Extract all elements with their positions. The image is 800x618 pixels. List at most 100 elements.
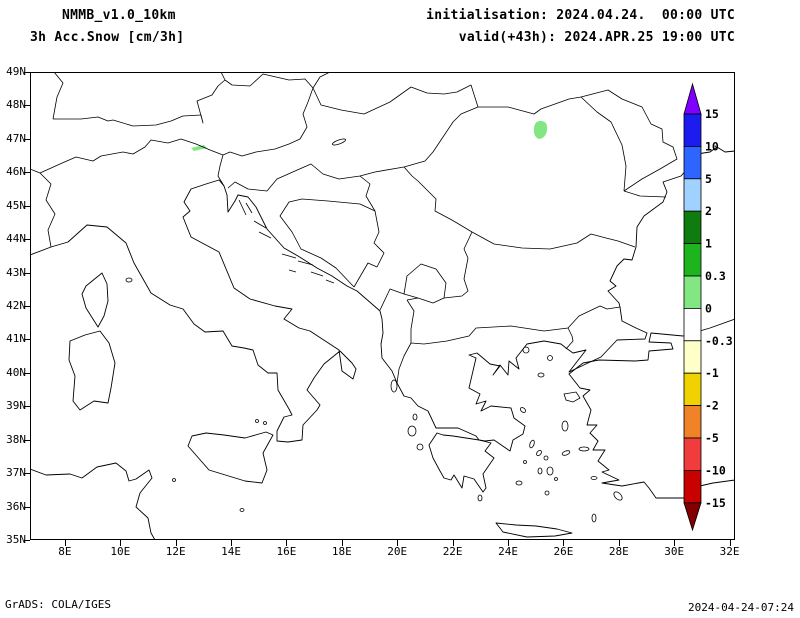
colorbar-label: -2	[705, 399, 719, 413]
colorbar-label: 10	[705, 139, 719, 153]
colorbar-label: 1	[705, 237, 712, 251]
lon-tick	[175, 540, 177, 546]
colorbar-label: 15	[705, 107, 719, 121]
colorbar-label: -0.3	[705, 334, 733, 348]
colorbar-segment	[683, 113, 702, 147]
lat-label: 45N	[6, 198, 26, 212]
border-germany-austria-czech	[53, 72, 331, 127]
colorbar-segment	[683, 372, 702, 407]
lat-label: 38N	[6, 432, 26, 446]
colorbar-segment	[683, 243, 702, 277]
coastline-crete	[495, 522, 573, 538]
lat-label: 49N	[6, 65, 26, 78]
lon-label: 18E	[331, 545, 352, 558]
border-romania-ukraine-moldova	[478, 89, 678, 198]
colorbar-segment	[683, 275, 702, 309]
lon-label: 28E	[608, 545, 629, 558]
colorbar-label: 0	[705, 301, 712, 315]
colorbar-label: -1	[705, 366, 719, 380]
lat-tick	[24, 172, 30, 174]
colorbar-segment	[683, 469, 702, 504]
islands-aegean-ionian	[390, 346, 623, 523]
border-france-italy	[30, 168, 56, 248]
lon-label: 16E	[276, 545, 297, 558]
lon-label: 14E	[221, 545, 241, 558]
lat-tick	[24, 506, 30, 508]
lon-label: 26E	[553, 545, 574, 558]
lon-label: 10E	[110, 545, 131, 558]
lat-label: 46N	[6, 165, 26, 179]
lat-tick	[24, 72, 30, 73]
lat-tick	[24, 205, 30, 207]
valid-time-label: valid(+43h): 2024.APR.25 19:00 UTC	[458, 30, 735, 45]
footer-timestamp: 2024-04-24-07:24	[688, 601, 794, 614]
colorbar-top-arrow	[683, 82, 702, 115]
border-alps	[39, 138, 224, 174]
lat-tick	[24, 473, 30, 475]
colorbar-label: -10	[705, 463, 726, 477]
lat-label: 37N	[6, 466, 26, 480]
lat-tick	[24, 306, 30, 307]
lon-label: 30E	[664, 545, 685, 558]
lat-tick	[24, 406, 30, 408]
coastline-peloponnese	[428, 432, 495, 493]
lon-tick	[231, 540, 233, 546]
lon-tick	[508, 540, 510, 546]
colorbar: 15 10 5 2 1 0.3 0 -0.3 -1 -2 -5 -10 -15	[683, 82, 733, 532]
lon-tick	[618, 540, 620, 546]
lat-label: 39N	[6, 399, 26, 413]
lon-label: 24E	[498, 545, 518, 558]
border-austria-hungary-slovenia	[217, 87, 314, 187]
snow-patch	[191, 145, 207, 151]
lat-label: 40N	[6, 365, 26, 379]
lat-label: 41N	[6, 332, 26, 346]
lat-label: 48N	[6, 98, 26, 112]
country-borders	[30, 72, 678, 384]
snow-patch	[533, 120, 548, 139]
lat-tick	[24, 372, 30, 374]
lon-label: 22E	[442, 545, 463, 558]
colorbar-label: 0.3	[705, 269, 726, 283]
lat-label: 36N	[6, 499, 26, 513]
lon-label: 32E	[719, 545, 740, 558]
colorbar-segment	[683, 405, 702, 439]
colorbar-segment	[683, 178, 702, 212]
lon-tick	[674, 540, 676, 546]
border-bosnia-montenegro	[279, 198, 447, 311]
border-slovenia-croatia	[227, 170, 296, 192]
lon-tick	[563, 540, 565, 546]
colorbar-segment	[683, 340, 702, 374]
colorbar-label: 5	[705, 172, 712, 186]
init-time-label: initialisation: 2024.04.24. 00:00 UTC	[426, 8, 735, 23]
islands-adriatic	[238, 199, 335, 284]
colorbar-label: -5	[705, 431, 719, 445]
coastline-corsica	[81, 272, 109, 328]
border-greece-bulgaria-turkey	[475, 305, 621, 350]
map-canvas	[30, 72, 735, 540]
colorbar-bottom-arrow	[683, 502, 702, 532]
lat-label: 47N	[6, 131, 26, 145]
coastline-sardinia	[68, 330, 116, 411]
map-frame	[30, 72, 735, 540]
islands-tyrrhenian	[125, 277, 267, 512]
lat-label: 35N	[6, 533, 26, 546]
lon-tick	[452, 540, 454, 546]
coastline-turkey	[568, 318, 735, 499]
lake-balaton	[331, 138, 347, 146]
colorbar-label: 2	[705, 204, 712, 218]
coastline-sicily	[187, 431, 274, 484]
colorbar-segment	[683, 307, 702, 342]
lat-tick	[24, 339, 30, 341]
lon-tick	[397, 540, 399, 546]
lon-tick	[729, 540, 731, 546]
border-hungary-neighbors	[294, 84, 479, 212]
lon-tick	[341, 540, 343, 546]
lat-tick	[24, 105, 30, 107]
footer-credit: GrADS: COLA/IGES	[5, 598, 111, 611]
lon-label: 12E	[165, 545, 186, 558]
lat-tick	[24, 439, 30, 441]
model-title: NMMB_v1.0_10km	[62, 8, 176, 23]
border-rhine	[52, 72, 64, 120]
lon-label: 20E	[387, 545, 408, 558]
